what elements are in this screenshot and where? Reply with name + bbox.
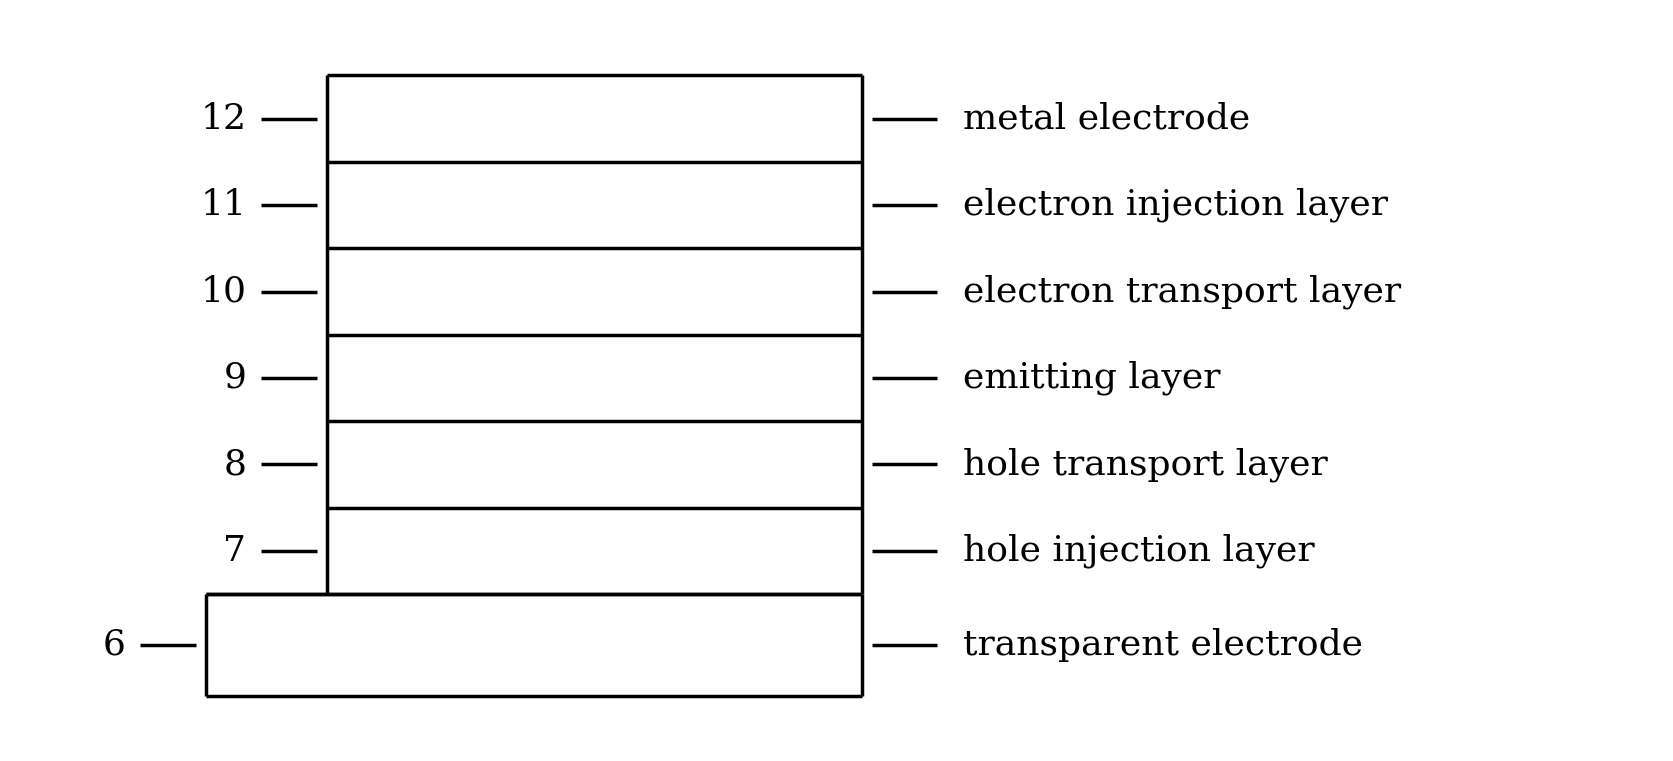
- Text: 7: 7: [224, 534, 246, 568]
- Text: 10: 10: [201, 275, 246, 308]
- Text: hole injection layer: hole injection layer: [962, 533, 1315, 568]
- Text: 8: 8: [223, 447, 246, 482]
- Text: 6: 6: [102, 628, 125, 662]
- Text: metal electrode: metal electrode: [962, 101, 1250, 135]
- Text: 11: 11: [201, 188, 246, 222]
- Text: electron injection layer: electron injection layer: [962, 188, 1387, 222]
- Text: 9: 9: [224, 361, 246, 395]
- Text: 12: 12: [201, 101, 246, 135]
- Text: hole transport layer: hole transport layer: [962, 447, 1327, 482]
- Text: emitting layer: emitting layer: [962, 361, 1220, 395]
- Text: electron transport layer: electron transport layer: [962, 274, 1400, 309]
- Text: transparent electrode: transparent electrode: [962, 628, 1362, 662]
